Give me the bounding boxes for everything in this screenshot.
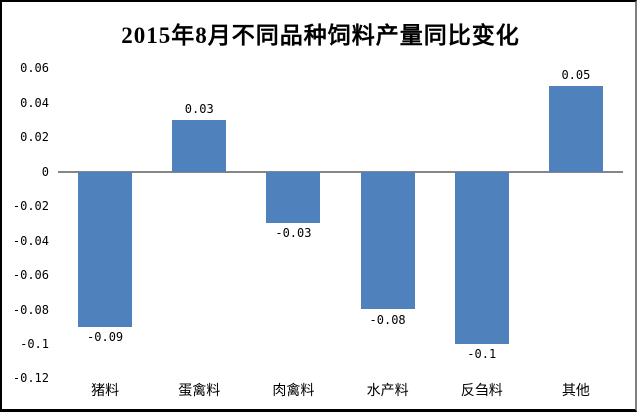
x-axis-category-label: 其他	[561, 383, 590, 399]
y-axis-tick-label: -0.08	[12, 302, 49, 317]
y-axis-tick-label: -0.1	[20, 336, 49, 351]
chart-title: 2015年8月不同品种饲料产量同比变化	[121, 23, 520, 48]
y-axis-tick-label: -0.02	[12, 199, 49, 214]
bar-value-label: -0.03	[275, 226, 312, 241]
x-axis-category-label: 猪料	[91, 383, 120, 399]
zero-axis-line	[58, 170, 623, 173]
bar-肉禽料	[266, 171, 321, 224]
bar-反刍料	[454, 171, 509, 344]
bar-猪料	[78, 171, 133, 327]
y-axis-tick-label: 0.06	[20, 61, 49, 76]
bar-value-label: -0.08	[369, 312, 406, 327]
y-axis-tick-label: -0.12	[12, 371, 49, 386]
y-axis-tick-label: 0.04	[20, 95, 49, 110]
bar-其他	[548, 85, 603, 172]
y-axis-tick-label: 0	[41, 164, 49, 179]
bar-value-label: -0.09	[87, 329, 124, 344]
x-axis-category-label: 反刍料	[460, 383, 503, 399]
bar-水产料	[360, 171, 415, 310]
y-axis-tick-label: 0.02	[20, 130, 49, 145]
y-axis-tick-label: -0.04	[12, 233, 49, 248]
bar-蛋禽料	[172, 120, 227, 172]
bar-value-label: 0.03	[184, 102, 214, 117]
bar-value-label: -0.1	[467, 346, 497, 361]
x-axis-category-label: 肉禽料	[272, 383, 315, 399]
bar-value-label: 0.05	[561, 67, 591, 82]
x-axis-category-label: 水产料	[366, 383, 409, 399]
x-axis-category-label: 蛋禽料	[178, 383, 221, 399]
y-axis-tick-label: -0.06	[12, 268, 49, 283]
